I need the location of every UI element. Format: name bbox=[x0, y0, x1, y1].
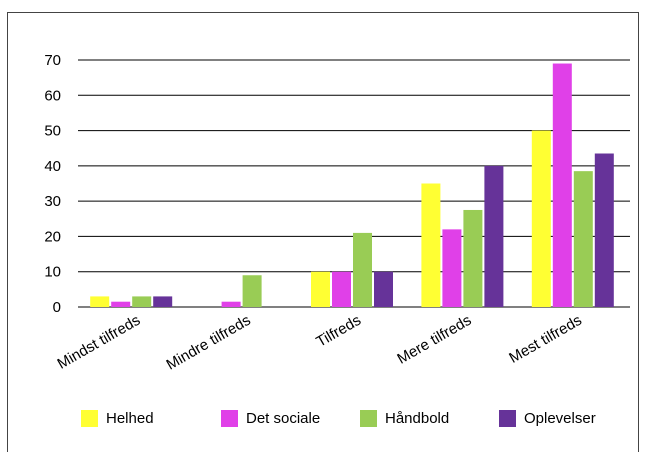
bar-oplevelser-3 bbox=[484, 165, 504, 307]
legend-item: Det sociale bbox=[221, 410, 320, 427]
bar-håndbold-3 bbox=[463, 209, 483, 307]
y-tick-label: 0 bbox=[53, 299, 61, 316]
bar-det-sociale-4 bbox=[552, 63, 572, 308]
y-tick-label: 10 bbox=[44, 264, 61, 281]
bar-helhed-2 bbox=[311, 271, 330, 307]
legend-swatch bbox=[81, 410, 98, 427]
legend-swatch bbox=[499, 410, 516, 427]
bar-oplevelser-2 bbox=[374, 271, 393, 307]
chart-frame bbox=[7, 12, 639, 452]
x-tick-label: Tilfreds bbox=[313, 312, 364, 351]
bar-det-sociale-0 bbox=[111, 301, 131, 307]
legend-swatch bbox=[221, 410, 238, 427]
x-tick-label: Mindst tilfreds bbox=[55, 312, 144, 373]
legend-swatch bbox=[360, 410, 377, 427]
y-tick-label: 30 bbox=[44, 193, 61, 210]
y-tick-label: 60 bbox=[44, 87, 61, 104]
bar-det-sociale-1 bbox=[221, 301, 241, 307]
bar-helhed-4 bbox=[531, 130, 551, 307]
y-tick-label: 50 bbox=[44, 123, 61, 140]
legend-label: Helhed bbox=[106, 410, 154, 427]
bar-helhed-3 bbox=[421, 183, 441, 307]
legend-item: Oplevelser bbox=[499, 410, 596, 427]
legend: Helhed Det sociale Håndbold Oplevelser bbox=[0, 410, 645, 434]
x-axis-ticks: Mindst tilfreds Mindre tilfreds Tilfreds Me… bbox=[55, 312, 585, 374]
bar-det-sociale-2 bbox=[332, 271, 351, 307]
y-tick-label: 70 bbox=[44, 52, 61, 69]
x-tick-label: Mere tilfreds bbox=[394, 312, 474, 368]
bar-håndbold-1 bbox=[242, 275, 262, 307]
bar-håndbold-0 bbox=[132, 296, 152, 307]
y-axis-ticks: 0 10 20 30 40 50 60 70 bbox=[44, 52, 61, 316]
legend-item: Helhed bbox=[81, 410, 154, 427]
bar-helhed-0 bbox=[90, 296, 110, 307]
x-tick-label: Mindre tilfreds bbox=[164, 312, 254, 374]
x-tick-label: Mest tilfreds bbox=[506, 312, 585, 367]
legend-label: Det sociale bbox=[246, 410, 321, 427]
bar-håndbold-2 bbox=[353, 232, 372, 307]
y-tick-label: 40 bbox=[44, 158, 61, 175]
bar-det-sociale-3 bbox=[442, 229, 462, 307]
bars bbox=[90, 63, 614, 308]
legend-item: Håndbold bbox=[360, 410, 449, 427]
y-tick-label: 20 bbox=[44, 228, 61, 245]
bar-håndbold-4 bbox=[573, 171, 593, 307]
legend-label: Oplevelser bbox=[524, 410, 596, 427]
legend-label: Håndbold bbox=[385, 410, 450, 427]
bar-oplevelser-0 bbox=[153, 296, 173, 307]
bar-oplevelser-4 bbox=[594, 153, 614, 307]
